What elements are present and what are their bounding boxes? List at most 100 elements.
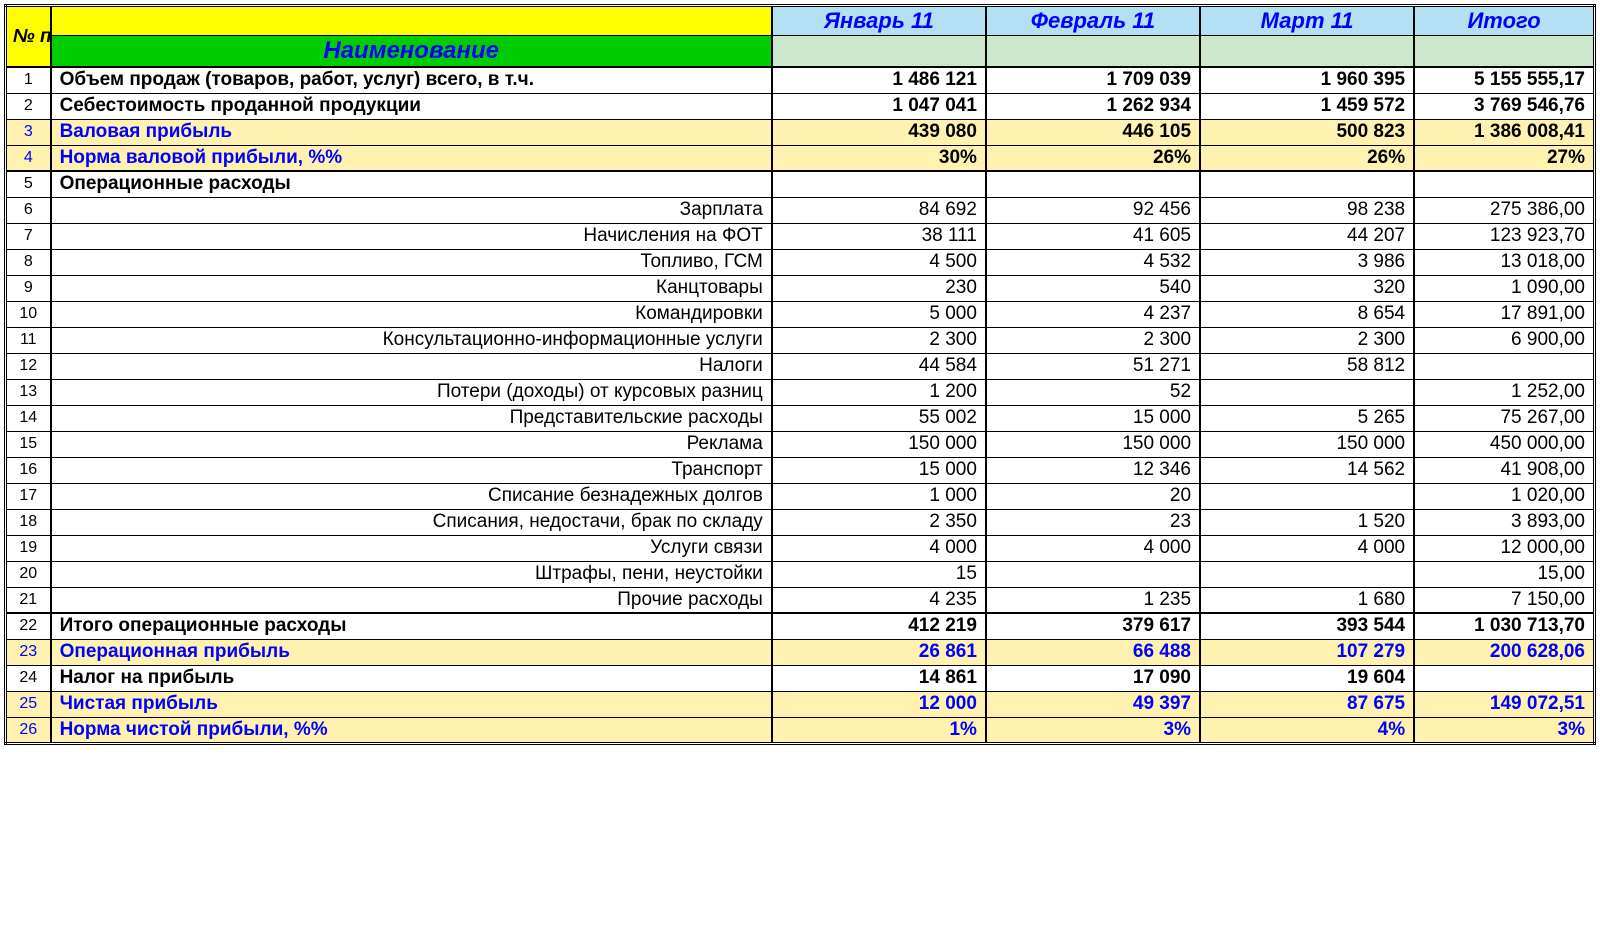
- row-number: 3: [6, 119, 51, 145]
- row-number: 19: [6, 535, 51, 561]
- row-value: [1200, 561, 1414, 587]
- row-number: 12: [6, 353, 51, 379]
- header-row-1: № п/п Январь 11 Февраль 11 Март 11 Итого: [6, 6, 1595, 36]
- row-value: 87 675: [1200, 691, 1414, 717]
- row-value: 12 000: [772, 691, 986, 717]
- row-number: 24: [6, 665, 51, 691]
- row-value: 12 346: [986, 457, 1200, 483]
- row-value: 12 000,00: [1414, 535, 1594, 561]
- row-name: Реклама: [51, 431, 772, 457]
- row-name: Представительские расходы: [51, 405, 772, 431]
- row-value: 66 488: [986, 639, 1200, 665]
- row-name: Норма чистой прибыли, %%: [51, 717, 772, 743]
- row-value: [1414, 171, 1594, 197]
- row-value: 49 397: [986, 691, 1200, 717]
- row-name: Консультационно-информационные услуги: [51, 327, 772, 353]
- table-row: 16Транспорт15 00012 34614 56241 908,00: [6, 457, 1595, 483]
- row-value: 5 155 555,17: [1414, 67, 1594, 93]
- row-name: Прочие расходы: [51, 587, 772, 613]
- row-value: 4%: [1200, 717, 1414, 743]
- header-month-1: Январь 11: [772, 6, 986, 36]
- row-value: 1 200: [772, 379, 986, 405]
- row-value: 1 252,00: [1414, 379, 1594, 405]
- row-value: 1 520: [1200, 509, 1414, 535]
- row-value: 44 584: [772, 353, 986, 379]
- row-value: 44 207: [1200, 223, 1414, 249]
- row-number: 25: [6, 691, 51, 717]
- row-name: Топливо, ГСМ: [51, 249, 772, 275]
- row-value: 4 500: [772, 249, 986, 275]
- row-number: 13: [6, 379, 51, 405]
- row-value: 5 000: [772, 301, 986, 327]
- financial-report-table: № п/п Январь 11 Февраль 11 Март 11 Итого…: [4, 4, 1596, 745]
- table-row: 20Штрафы, пени, неустойки1515,00: [6, 561, 1595, 587]
- row-value: 379 617: [986, 613, 1200, 639]
- row-name: Списание безнадежных долгов: [51, 483, 772, 509]
- row-name: Себестоимость проданной продукции: [51, 93, 772, 119]
- row-value: 1 386 008,41: [1414, 119, 1594, 145]
- row-value: 1 960 395: [1200, 67, 1414, 93]
- table-row: 11Консультационно-информационные услуги2…: [6, 327, 1595, 353]
- row-value: 1 459 572: [1200, 93, 1414, 119]
- row-value: 8 654: [1200, 301, 1414, 327]
- row-value: 15 000: [772, 457, 986, 483]
- row-value: 4 000: [986, 535, 1200, 561]
- row-value: [986, 171, 1200, 197]
- row-value: [1414, 353, 1594, 379]
- table-row: 3Валовая прибыль439 080446 105500 8231 3…: [6, 119, 1595, 145]
- row-name: Зарплата: [51, 197, 772, 223]
- row-number: 7: [6, 223, 51, 249]
- header-month-3: Март 11: [1200, 6, 1414, 36]
- row-value: 14 562: [1200, 457, 1414, 483]
- row-value: 75 267,00: [1414, 405, 1594, 431]
- row-value: 14 861: [772, 665, 986, 691]
- row-value: 1 020,00: [1414, 483, 1594, 509]
- row-number: 6: [6, 197, 51, 223]
- table-row: 17Списание безнадежных долгов1 000201 02…: [6, 483, 1595, 509]
- row-value: 19 604: [1200, 665, 1414, 691]
- table-row: 2Себестоимость проданной продукции1 047 …: [6, 93, 1595, 119]
- row-value: 1 047 041: [772, 93, 986, 119]
- header-yellow-blank: [51, 6, 772, 36]
- row-value: 1 235: [986, 587, 1200, 613]
- row-value: 540: [986, 275, 1200, 301]
- row-value: 4 237: [986, 301, 1200, 327]
- row-name: Услуги связи: [51, 535, 772, 561]
- header-name: Наименование: [51, 36, 772, 68]
- row-name: Норма валовой прибыли, %%: [51, 145, 772, 171]
- row-value: 4 000: [1200, 535, 1414, 561]
- row-value: 150 000: [986, 431, 1200, 457]
- row-value: 123 923,70: [1414, 223, 1594, 249]
- row-value: 51 271: [986, 353, 1200, 379]
- row-value: 17 090: [986, 665, 1200, 691]
- row-value: 84 692: [772, 197, 986, 223]
- row-value: 26%: [986, 145, 1200, 171]
- row-name: Операционная прибыль: [51, 639, 772, 665]
- row-number: 4: [6, 145, 51, 171]
- table-row: 10Командировки5 0004 2378 65417 891,00: [6, 301, 1595, 327]
- row-value: 412 219: [772, 613, 986, 639]
- row-number: 18: [6, 509, 51, 535]
- row-value: 41 605: [986, 223, 1200, 249]
- table-row: 15Реклама150 000150 000150 000450 000,00: [6, 431, 1595, 457]
- row-value: 1%: [772, 717, 986, 743]
- row-name: Налоги: [51, 353, 772, 379]
- row-value: 6 900,00: [1414, 327, 1594, 353]
- table-row: 26Норма чистой прибыли, %%1%3%4%3%: [6, 717, 1595, 743]
- header-total: Итого: [1414, 6, 1594, 36]
- row-value: 23: [986, 509, 1200, 535]
- table-row: 21Прочие расходы4 2351 2351 6807 150,00: [6, 587, 1595, 613]
- row-value: 393 544: [1200, 613, 1414, 639]
- row-value: 26 861: [772, 639, 986, 665]
- row-value: 41 908,00: [1414, 457, 1594, 483]
- row-value: 149 072,51: [1414, 691, 1594, 717]
- row-value: 1 090,00: [1414, 275, 1594, 301]
- row-number: 2: [6, 93, 51, 119]
- row-value: 320: [1200, 275, 1414, 301]
- row-number: 14: [6, 405, 51, 431]
- row-value: 1 000: [772, 483, 986, 509]
- row-value: [1200, 379, 1414, 405]
- row-value: 1 680: [1200, 587, 1414, 613]
- header-sub-4: [1414, 36, 1594, 68]
- row-value: [772, 171, 986, 197]
